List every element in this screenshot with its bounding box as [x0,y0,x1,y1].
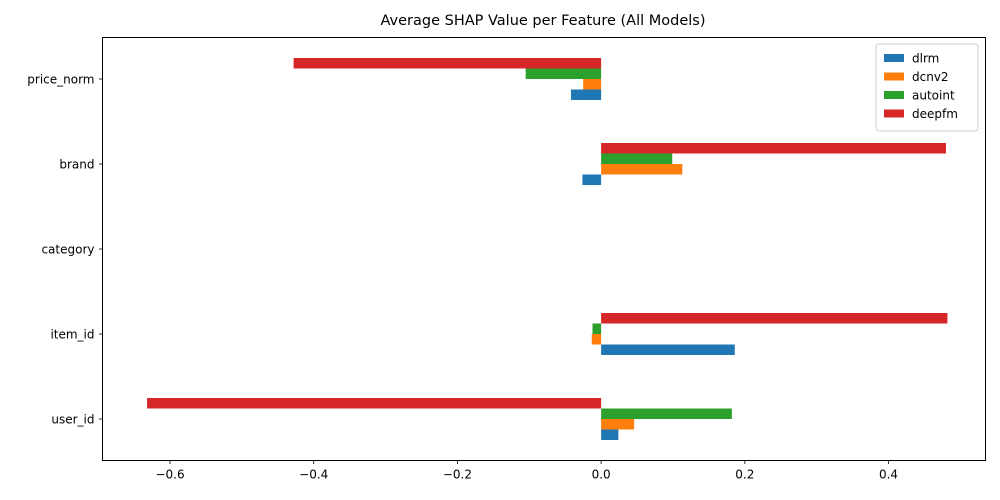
legend-label-dcnv2: dcnv2 [912,70,949,84]
bar-autoint-price_norm [525,68,602,79]
x-tick-label: 0.0 [592,468,611,482]
legend-swatch-dlrm [884,54,904,62]
legend-frame [875,43,979,132]
bar-deepfm-price_norm [293,58,602,69]
x-tick-label: −0.6 [155,468,184,482]
x-tick-label: −0.4 [299,468,328,482]
bar-dlrm-price_norm [570,89,602,100]
y-tick-label-item_id: item_id [50,328,94,342]
y-tick-label-price_norm: price_norm [27,73,94,87]
bar-deepfm-user_id [147,398,602,409]
legend-label-dlrm: dlrm [912,52,939,66]
legend-label-autoint: autoint [912,89,955,103]
bar-autoint-user_id [601,408,732,419]
bar-dcnv2-item_id [591,334,602,345]
bars-group [147,58,948,440]
chart-title: Average SHAP Value per Feature (All Mode… [380,13,705,29]
bar-deepfm-brand [601,143,946,154]
bar-dcnv2-price_norm [583,79,602,90]
x-tick-label: 0.4 [879,468,898,482]
bar-dlrm-brand [582,174,602,185]
legend: dlrm dcnv2 autoint deepfm [875,43,979,132]
bar-dlrm-user_id [601,429,619,440]
bar-dcnv2-user_id [601,419,635,430]
legend-swatch-deepfm [884,109,904,118]
bar-autoint-brand [601,153,673,164]
y-tick-label-category: category [41,243,94,257]
bar-deepfm-item_id [601,313,948,324]
y-tick-label-user_id: user_id [51,413,94,427]
bar-autoint-item_id [592,323,602,334]
x-axis: −0.6 −0.4 −0.2 0.0 0.2 0.4 [155,460,898,482]
legend-swatch-autoint [884,91,904,99]
legend-swatch-dcnv2 [884,72,904,81]
legend-label-deepfm: deepfm [912,107,958,121]
bar-dlrm-item_id [601,344,735,355]
plot-frame [102,37,986,461]
y-tick-label-brand: brand [59,158,94,172]
x-tick-label: −0.2 [443,468,472,482]
bar-dcnv2-brand [601,164,683,175]
x-tick-label: 0.2 [735,468,754,482]
